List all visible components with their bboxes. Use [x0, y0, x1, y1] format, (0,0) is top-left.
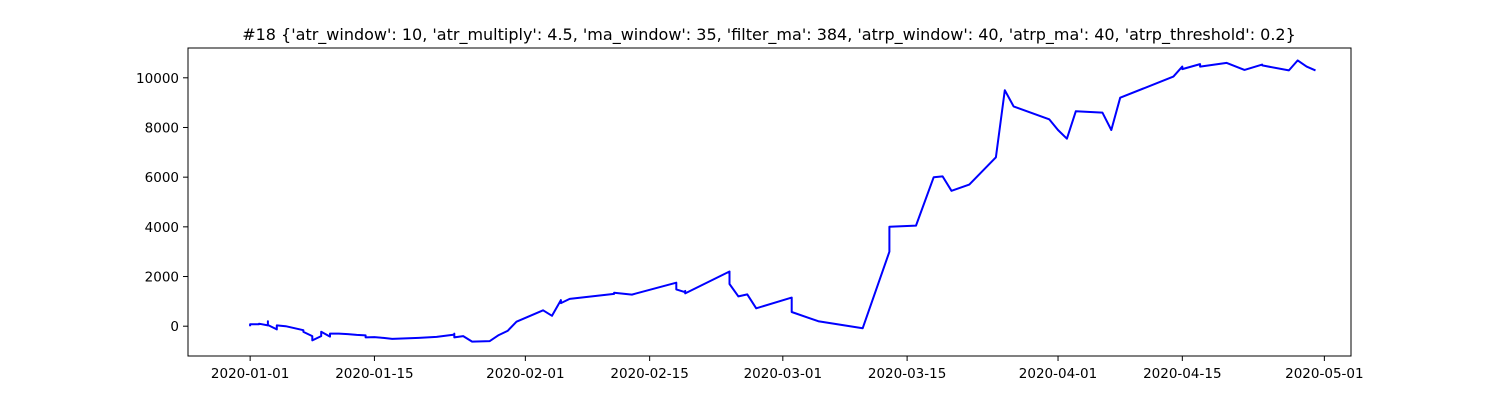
x-tick-label: 2020-04-15	[1143, 366, 1221, 382]
chart-title: #18 {'atr_window': 10, 'atr_multiply': 4…	[242, 25, 1296, 45]
plot-area-frame	[187, 47, 1352, 357]
x-tick-label: 2020-03-01	[744, 366, 822, 382]
x-tick-label: 2020-02-15	[610, 366, 688, 382]
x-tick-label: 2020-02-01	[486, 366, 564, 382]
equity-line	[249, 59, 1316, 343]
x-tick-label: 2020-04-01	[1019, 366, 1097, 382]
y-tick-label: 6000	[145, 170, 179, 186]
x-tick-label: 2020-01-01	[211, 366, 289, 382]
y-tick-label: 8000	[145, 120, 179, 136]
x-tick-label: 2020-03-15	[868, 366, 946, 382]
y-tick-label: 10000	[136, 71, 179, 87]
y-axis: 0 2000 4000 6000 8000 10000	[136, 71, 188, 335]
y-tick-label: 2000	[145, 270, 179, 286]
x-axis: 2020-01-01 2020-01-15 2020-02-01 2020-02-15…	[211, 356, 1364, 382]
y-tick-label: 4000	[145, 220, 179, 236]
x-tick-label: 2020-01-15	[335, 366, 413, 382]
x-tick-label: 2020-05-01	[1285, 366, 1363, 382]
y-tick-label: 0	[170, 319, 179, 335]
